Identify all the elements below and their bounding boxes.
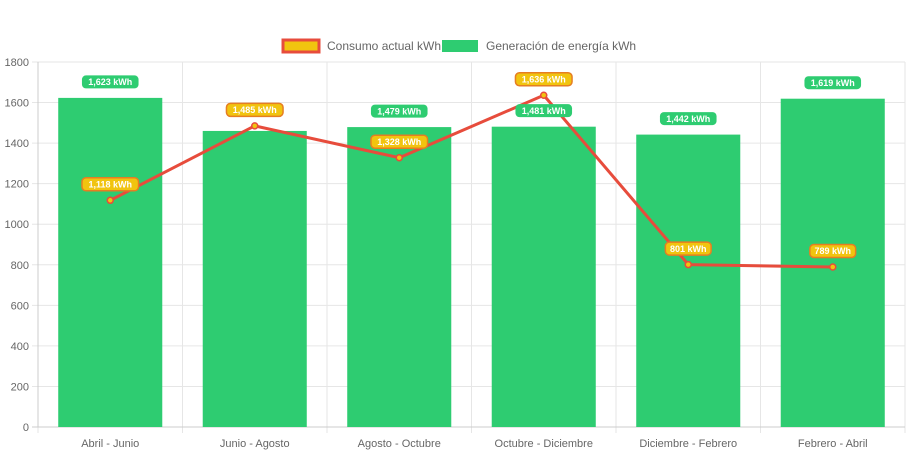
bar-data-label-box: [659, 112, 717, 126]
line-data-label-text: 1,118 kWh: [88, 179, 132, 189]
bar-data-label-box: [515, 104, 573, 118]
bar[interactable]: [636, 134, 741, 427]
y-tick-label: 0: [23, 422, 29, 434]
bar-data-label-text: 1,619 kWh: [811, 78, 855, 88]
bar-data-label-text: 1,481 kWh: [522, 106, 566, 116]
line-data-label-box: [664, 241, 712, 256]
legend: Consumo actual kWh Generación de energía…: [281, 38, 636, 54]
line-data-label-text: 1,328 kWh: [377, 137, 421, 147]
line-point[interactable]: [251, 122, 259, 130]
bar-data-label-text: 1,479 kWh: [377, 106, 421, 116]
x-tick-label: Diciembre - Febrero: [639, 438, 737, 450]
consumo-line: [109, 93, 833, 269]
x-tick-label: Abril - Junio: [81, 438, 139, 450]
line-data-label-box: [514, 72, 573, 87]
bar-data-label: 1,623 kWh: [81, 75, 139, 89]
y-tick-label: 1600: [5, 98, 29, 110]
bar[interactable]: [347, 127, 452, 427]
line-data-label-box: [809, 243, 857, 259]
line-point[interactable]: [540, 91, 548, 100]
line-data-label: 1,636 kWh: [514, 72, 573, 87]
line-data-label: 1,485 kWh: [225, 102, 284, 118]
y-tick-label: 1000: [5, 219, 29, 231]
line-data-label-text: 1,485 kWh: [233, 105, 277, 115]
line-data-label: 1,118 kWh: [81, 177, 140, 192]
y-tick-label: 1200: [5, 179, 29, 191]
legend-label-generacion: Generación de energía kWh: [486, 39, 636, 53]
bar-data-label-text: 1,623 kWh: [88, 77, 132, 87]
bar[interactable]: [491, 126, 596, 428]
x-tick-label: Octubre - Diciembre: [495, 438, 593, 450]
bar-data-label: 1,479 kWh: [370, 104, 428, 118]
legend-swatch-generacion: [442, 40, 478, 52]
line-data-label-box: [81, 177, 140, 192]
y-tick-label: 1400: [5, 138, 29, 150]
legend-item-generacion[interactable]: Generación de energía kWh: [442, 39, 636, 53]
bar[interactable]: [58, 97, 163, 428]
x-tick-label: Febrero - Abril: [798, 438, 868, 450]
y-tick-label: 800: [11, 260, 29, 272]
bar-data-label-box: [370, 104, 428, 118]
y-tick-label: 200: [11, 381, 29, 393]
line-data-label-text: 1,636 kWh: [522, 74, 566, 84]
line-data-label: 789 kWh: [809, 243, 857, 259]
line-point[interactable]: [684, 260, 692, 269]
bar-data-label-box: [81, 75, 139, 89]
bar-data-label: 1,619 kWh: [804, 76, 862, 90]
x-tick-label: Junio - Agosto: [220, 438, 290, 450]
bar-data-label: 1,481 kWh: [515, 104, 573, 118]
line-data-label-text: 789 kWh: [814, 246, 851, 256]
grid: [32, 61, 906, 433]
legend-label-consumo: Consumo actual kWh: [327, 39, 441, 53]
line-point[interactable]: [106, 196, 114, 205]
y-tick-label: 400: [11, 341, 29, 353]
line-point[interactable]: [395, 153, 403, 162]
line-data-label: 801 kWh: [664, 241, 712, 256]
line-data-label-box: [370, 134, 429, 149]
data-labels: 1,623 kWh 1,479 kWh 1,481 kWh 1,442 kWh 1,61…: [81, 72, 862, 259]
bar-data-label-box: [804, 76, 862, 90]
bar-data-label: 1,442 kWh: [659, 112, 717, 126]
line-data-label: 1,328 kWh: [370, 134, 429, 149]
legend-swatch-consumo: [281, 38, 321, 54]
line-data-label-text: 801 kWh: [670, 244, 707, 254]
bar-data-label-text: 1,442 kWh: [666, 114, 710, 124]
legend-item-consumo[interactable]: Consumo actual kWh: [281, 38, 441, 54]
axes: 0 200 400 600 800 1000 1200 1400 1600 1800 Abril -…: [5, 57, 905, 450]
line-series: [106, 91, 837, 271]
bar-series: [58, 97, 885, 428]
bar[interactable]: [780, 98, 885, 428]
line-point[interactable]: [829, 263, 837, 271]
line-data-label-box: [225, 102, 284, 118]
y-tick-label: 600: [11, 300, 29, 312]
y-tick-label: 1800: [5, 57, 29, 69]
bar[interactable]: [202, 130, 307, 427]
x-tick-label: Agosto - Octubre: [358, 438, 441, 450]
